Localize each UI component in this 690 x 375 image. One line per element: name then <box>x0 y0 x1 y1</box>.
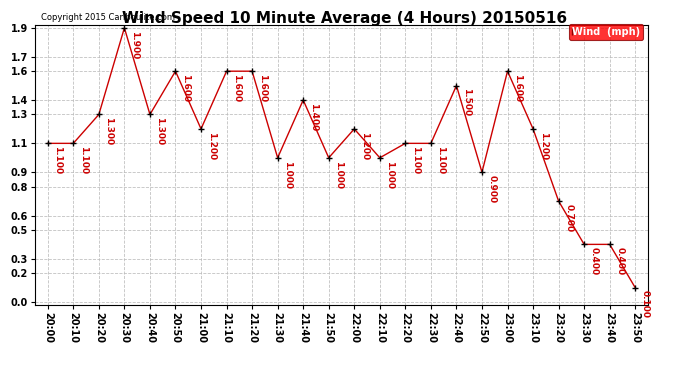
Text: 1.100: 1.100 <box>411 146 420 174</box>
Text: 1.600: 1.600 <box>232 74 241 102</box>
Text: 1.100: 1.100 <box>437 146 446 174</box>
Text: 1.200: 1.200 <box>359 132 369 160</box>
Text: Wind Speed 10 Minute Average (4 Hours) 20150516: Wind Speed 10 Minute Average (4 Hours) 2… <box>122 11 568 26</box>
Text: 1.000: 1.000 <box>386 160 395 189</box>
Text: 1.200: 1.200 <box>539 132 548 160</box>
Text: 0.400: 0.400 <box>615 247 624 275</box>
Text: 1.500: 1.500 <box>462 88 471 117</box>
Text: 0.900: 0.900 <box>488 175 497 203</box>
Text: 0.700: 0.700 <box>564 204 573 232</box>
Text: 1.200: 1.200 <box>206 132 215 160</box>
Legend: Wind  (mph): Wind (mph) <box>569 24 643 40</box>
Text: 0.400: 0.400 <box>590 247 599 275</box>
Text: 1.100: 1.100 <box>79 146 88 174</box>
Text: 1.600: 1.600 <box>257 74 266 102</box>
Text: 1.600: 1.600 <box>181 74 190 102</box>
Text: 1.300: 1.300 <box>104 117 113 146</box>
Text: 1.400: 1.400 <box>308 103 317 131</box>
Text: Copyright 2015 Cariboulite.com: Copyright 2015 Cariboulite.com <box>41 13 175 22</box>
Text: 1.300: 1.300 <box>155 117 164 146</box>
Text: 0.100: 0.100 <box>641 291 650 318</box>
Text: 1.000: 1.000 <box>283 160 292 189</box>
Text: 1.900: 1.900 <box>130 31 139 59</box>
Text: 1.000: 1.000 <box>334 160 344 189</box>
Text: 1.600: 1.600 <box>513 74 522 102</box>
Text: 1.100: 1.100 <box>53 146 62 174</box>
